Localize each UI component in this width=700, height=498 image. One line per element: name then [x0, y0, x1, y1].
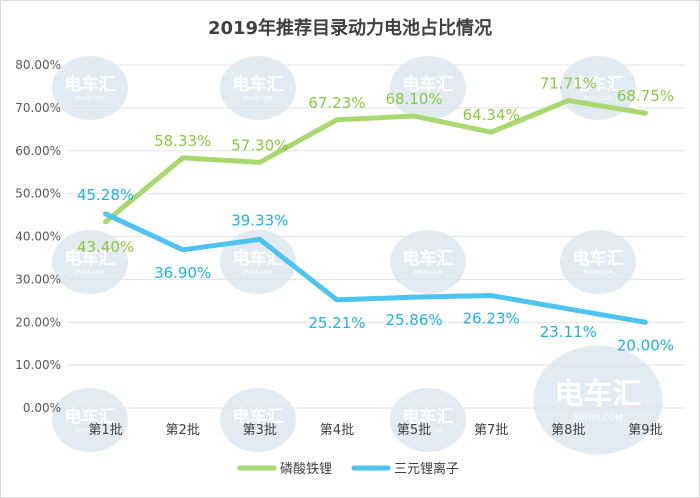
x-tick-label: 第9批 [628, 423, 662, 438]
data-label: 68.10% [385, 90, 442, 108]
svg-text:EVHUI.COM: EVHUI.COM [244, 428, 273, 434]
y-tick-label: 30.00% [15, 272, 61, 286]
data-label: 64.34% [463, 106, 520, 124]
data-label: 20.00% [617, 336, 674, 354]
svg-text:电车汇: 电车汇 [65, 406, 116, 427]
y-tick-label: 50.00% [15, 187, 61, 201]
x-tick-label: 第5批 [397, 423, 431, 438]
data-label: 25.86% [385, 311, 442, 329]
svg-text:电车汇: 电车汇 [573, 74, 624, 95]
svg-text:电车汇: 电车汇 [65, 248, 116, 269]
svg-text:电车汇: 电车汇 [403, 74, 454, 95]
data-label: 68.75% [617, 87, 674, 105]
svg-text:EVHUI.COM: EVHUI.COM [76, 428, 105, 434]
y-tick-label: 0.00% [23, 401, 61, 415]
svg-text:电车汇: 电车汇 [555, 376, 642, 410]
data-label: 26.23% [463, 310, 520, 328]
svg-text:EVHUI.COM: EVHUI.COM [244, 270, 273, 276]
y-tick-label: 40.00% [15, 230, 61, 244]
svg-text:电车汇: 电车汇 [233, 248, 284, 269]
legend-label: 三元锂离子 [394, 461, 459, 477]
svg-text:EVHUI.COM: EVHUI.COM [584, 270, 613, 276]
data-label: 45.28% [77, 186, 134, 204]
svg-text:EVHUI.COM: EVHUI.COM [414, 270, 443, 276]
x-tick-label: 第1批 [88, 423, 122, 438]
data-label: 36.90% [154, 264, 211, 282]
series-line-2 [103, 211, 648, 325]
y-tick-label: 20.00% [15, 315, 61, 329]
chart-title: 2019年推荐目录动力电池占比情况 [207, 18, 493, 39]
svg-text:EVHUI.COM: EVHUI.COM [76, 270, 105, 276]
legend-label: 磷酸铁锂 [280, 462, 332, 477]
data-label: 39.33% [231, 211, 288, 229]
data-label: 25.21% [308, 314, 365, 332]
watermark-logo: 电车汇 EVHUI.COM [533, 345, 663, 455]
y-tick-label: 70.00% [15, 101, 61, 115]
x-tick-label: 第8批 [551, 423, 585, 438]
series-line-1 [103, 98, 648, 225]
y-tick-label: 10.00% [15, 358, 61, 372]
svg-text:电车汇: 电车汇 [403, 406, 454, 427]
y-tick-label: 80.00% [15, 58, 61, 72]
svg-text:电车汇: 电车汇 [233, 74, 284, 95]
data-label: 23.11% [540, 323, 597, 341]
data-label: 57.30% [231, 136, 288, 154]
y-tick-label: 60.00% [15, 144, 61, 158]
x-tick-label: 第2批 [166, 423, 200, 438]
x-tick-label: 第7批 [474, 423, 508, 438]
data-label: 71.71% [540, 75, 597, 93]
svg-text:EVHUI.COM: EVHUI.COM [414, 428, 443, 434]
x-tick-label: 第3批 [243, 423, 277, 438]
svg-text:EVHUI.COM: EVHUI.COM [574, 413, 623, 423]
data-label: 43.40% [77, 238, 134, 256]
svg-text:电车汇: 电车汇 [233, 406, 284, 427]
svg-text:电车汇: 电车汇 [403, 248, 454, 269]
data-label: 67.23% [308, 94, 365, 112]
svg-text:电车汇: 电车汇 [573, 248, 624, 269]
svg-text:EVHUI.COM: EVHUI.COM [76, 96, 105, 102]
svg-text:电车汇: 电车汇 [65, 74, 116, 95]
x-tick-label: 第4批 [320, 423, 354, 438]
svg-text:EVHUI.COM: EVHUI.COM [244, 96, 273, 102]
svg-text:EVHUI.COM: EVHUI.COM [584, 96, 613, 102]
svg-text:EVHUI.COM: EVHUI.COM [414, 96, 443, 102]
data-label: 58.33% [154, 132, 211, 150]
